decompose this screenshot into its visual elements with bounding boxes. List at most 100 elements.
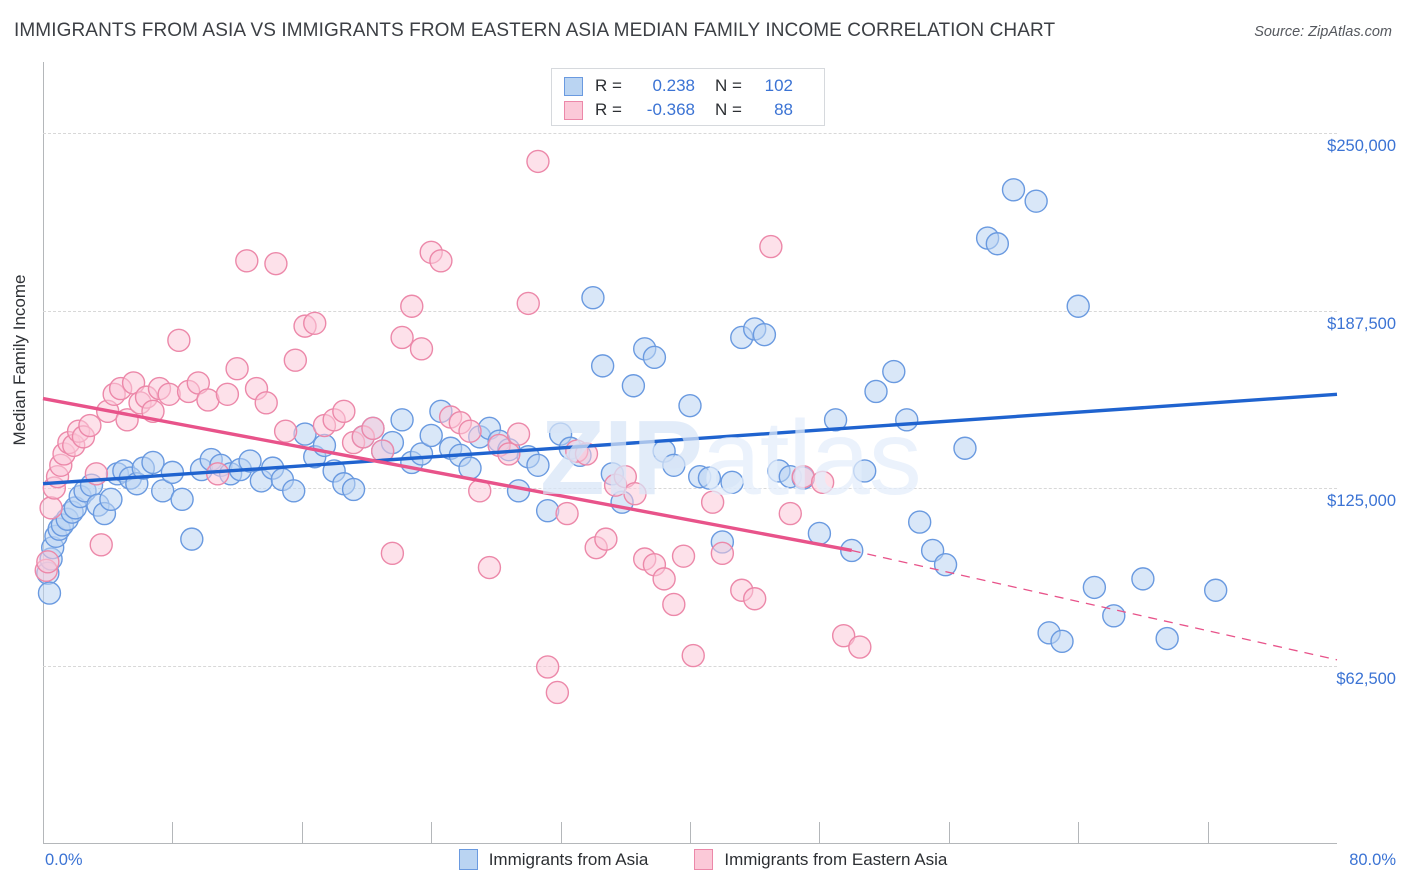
scatter-point <box>409 337 434 361</box>
scatter-point <box>621 374 646 398</box>
x-axis-tick <box>1207 822 1209 843</box>
y-axis-title: Median Family Income <box>10 274 29 446</box>
scatter-point <box>823 408 848 432</box>
scatter-point <box>526 453 550 477</box>
scatter-point <box>671 544 696 568</box>
y-axis-tick-label: $62,500 <box>1336 669 1396 688</box>
correlation-stats-box: R = 0.238 N = 102 R = -0.368 N = 88 <box>551 68 825 126</box>
plot-area <box>34 62 1338 843</box>
scatter-point <box>852 459 877 483</box>
scatter-point <box>78 413 102 438</box>
scatter-point <box>167 328 191 353</box>
scatter-point <box>254 391 278 415</box>
scatter-point <box>341 477 366 502</box>
x-axis-tick <box>1078 822 1080 843</box>
scatter-point <box>652 567 676 591</box>
scatter-point <box>594 527 618 551</box>
blue-n-label: N = <box>715 76 742 95</box>
scatter-point <box>681 643 705 668</box>
scatter-point <box>953 436 977 460</box>
pink-r-label: R = <box>595 100 622 119</box>
legend-item-immigrants-from-asia[interactable]: Immigrants from Asia <box>458 849 648 870</box>
scatter-point <box>225 357 249 381</box>
scatter-point <box>390 408 414 432</box>
x-axis-min-label: 0.0% <box>45 851 83 869</box>
scatter-point <box>1082 575 1107 600</box>
scatter-point <box>574 442 599 466</box>
scatter-point <box>545 680 570 705</box>
scatter-point <box>710 541 735 566</box>
scatter-point <box>170 487 194 512</box>
y-axis-tick-label: $125,000 <box>1327 492 1396 510</box>
pink-series-swatch-icon <box>564 100 583 120</box>
scatter-point <box>37 581 62 605</box>
gridline <box>43 310 1337 312</box>
scatter-point <box>150 479 175 503</box>
x-axis-max-label: 80.0% <box>1349 851 1396 869</box>
scatter-point <box>400 294 424 318</box>
scatter-point <box>1001 178 1026 202</box>
scatter-point <box>535 655 560 679</box>
stats-row-pink: R = -0.368 N = 88 <box>564 98 814 122</box>
scatter-point <box>141 450 165 475</box>
page-title: IMMIGRANTS FROM ASIA VS IMMIGRANTS FROM … <box>14 20 1056 41</box>
x-axis-line <box>43 843 1337 844</box>
scatter-point <box>458 419 482 443</box>
scatter-point <box>623 481 647 506</box>
scatter-point <box>590 354 615 378</box>
scatter-point <box>743 587 767 611</box>
x-axis-tick <box>172 822 174 843</box>
x-axis-tick <box>690 822 691 843</box>
scatter-point <box>810 470 835 495</box>
x-axis-tick <box>948 822 950 843</box>
scatter-point <box>89 533 113 557</box>
chart-legend: Immigrants from Asia Immigrants from Eas… <box>0 849 1406 870</box>
scatter-point <box>506 422 531 446</box>
pink-n-value: 88 <box>774 100 793 119</box>
scatter-point <box>848 635 872 659</box>
scatter-point <box>264 251 288 276</box>
y-axis-tick-label: $187,500 <box>1327 314 1396 333</box>
scatter-point <box>933 552 958 577</box>
scatter-point <box>678 393 702 418</box>
scatter-point <box>215 382 240 406</box>
scatter-point <box>1203 578 1228 602</box>
scatter-point <box>419 423 443 448</box>
blue-r-value: 0.238 <box>652 76 695 95</box>
gridline <box>43 488 1337 489</box>
x-axis-tick <box>301 822 303 843</box>
scatter-point <box>907 510 932 534</box>
trendlines-layer <box>42 392 1338 661</box>
blue-r-label: R = <box>595 76 622 95</box>
scatter-point <box>1131 567 1155 591</box>
scatter-point <box>273 419 298 443</box>
scatter-point <box>752 322 777 347</box>
legend-pink-label: Immigrants from Eastern Asia <box>724 849 948 869</box>
blue-series-swatch-icon <box>564 76 583 96</box>
scatter-point <box>882 359 906 384</box>
trendline-extension <box>851 549 1338 661</box>
pink-r-value: -0.368 <box>646 100 695 119</box>
scatter-point <box>864 379 888 404</box>
scatter-point <box>831 623 856 648</box>
scatter-point <box>477 555 502 580</box>
scatter-point <box>759 234 783 259</box>
scatter-point <box>642 345 667 370</box>
scatter-point <box>235 249 259 273</box>
scatter-point <box>36 550 60 574</box>
scatter-point <box>581 286 605 310</box>
scatter-point <box>361 416 385 441</box>
x-axis-tick <box>819 822 821 843</box>
scatter-point <box>662 592 686 617</box>
source-attribution: Source: ZipAtlas.com <box>1254 24 1392 40</box>
scatter-point <box>303 311 327 335</box>
legend-item-immigrants-from-eastern-asia[interactable]: Immigrants from Eastern Asia <box>694 849 947 870</box>
scatter-point <box>720 470 744 495</box>
scatter-point <box>1024 189 1048 213</box>
pink-n-label: N = <box>715 100 742 119</box>
scatter-point <box>380 541 405 566</box>
scatter-point <box>180 527 204 551</box>
scatter-point <box>332 399 356 424</box>
scatter-point <box>1155 626 1179 651</box>
